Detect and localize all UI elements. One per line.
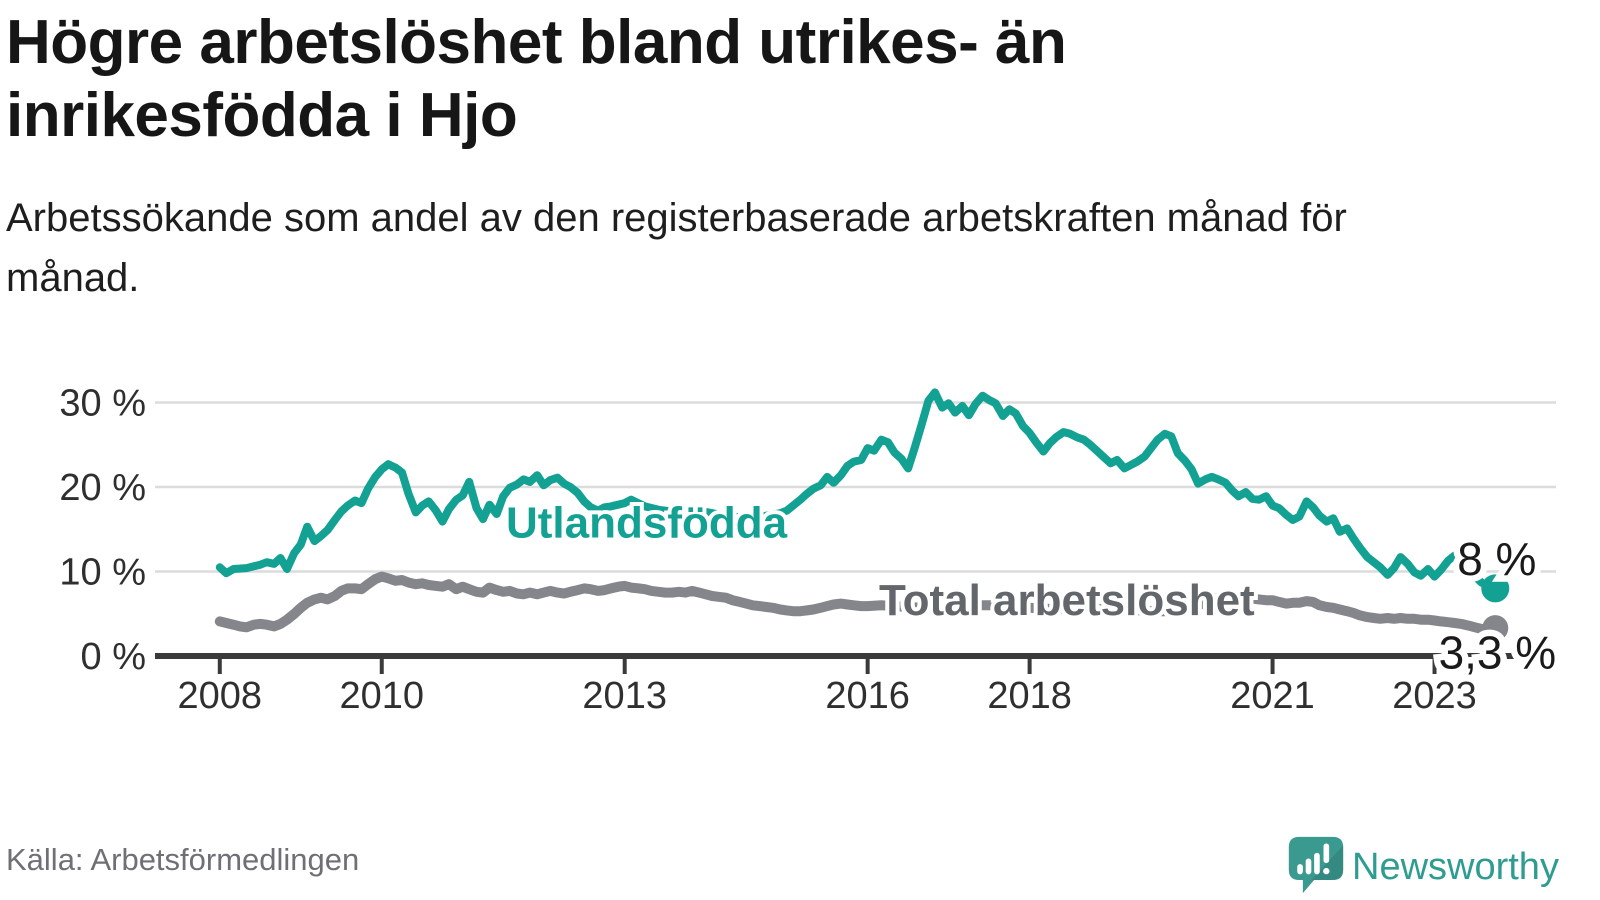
page-subtitle: Arbetssökande som andel av den registerb… [6,196,1347,300]
x-tick-label: 2021 [1230,675,1315,717]
newsworthy-logo-icon [1288,836,1344,894]
gridlines: 0 % 10 % 20 % 30 % [59,383,1556,678]
logo-exclamation-dot [1323,867,1330,875]
y-tick-label: 10 % [59,552,146,594]
x-tick-label: 2013 [582,675,667,717]
chart-labels: Utlandsfödda Total arbetslöshet 8 % 3,3 % [502,495,1563,685]
logo-exclamation-bar [1323,843,1330,864]
brand-lockup: Newsworthy [1286,834,1600,898]
x-tick-label: 2018 [987,675,1072,717]
x-tick-label: 2016 [825,675,910,717]
x-axis: 2008 2010 2013 2016 2018 2021 2023 [155,653,1556,717]
page-title: Högre arbetslöshet bland utrikes- än inr… [6,8,1067,151]
logo-bar-1 [1297,864,1303,875]
x-tick-label: 2023 [1392,675,1477,717]
series-end-dot [1482,615,1509,642]
y-tick-label: 20 % [59,467,146,509]
series-line-utlandsf-dda [215,388,1500,593]
x-tick-label: 2008 [178,675,263,717]
series-label: Total arbetslöshet [879,576,1255,625]
series-line-total-arbetsl-shet [214,571,1501,634]
logo-bar-2 [1305,858,1312,875]
brand-name: Newsworthy [1352,846,1559,888]
y-tick-label: 0 % [81,636,146,678]
series-label: Utlandsfödda [506,499,788,548]
logo-bar-3 [1314,852,1320,875]
x-tick-label: 2010 [339,675,424,717]
series-end-value-label: 3,3 % [1439,626,1557,678]
source-note: Källa: Arbetsförmedlingen [6,842,360,877]
y-tick-label: 30 % [59,383,146,425]
series-end-dot [1481,574,1510,603]
series-end-value-label: 8 % [1457,533,1536,585]
line-series [214,388,1501,634]
